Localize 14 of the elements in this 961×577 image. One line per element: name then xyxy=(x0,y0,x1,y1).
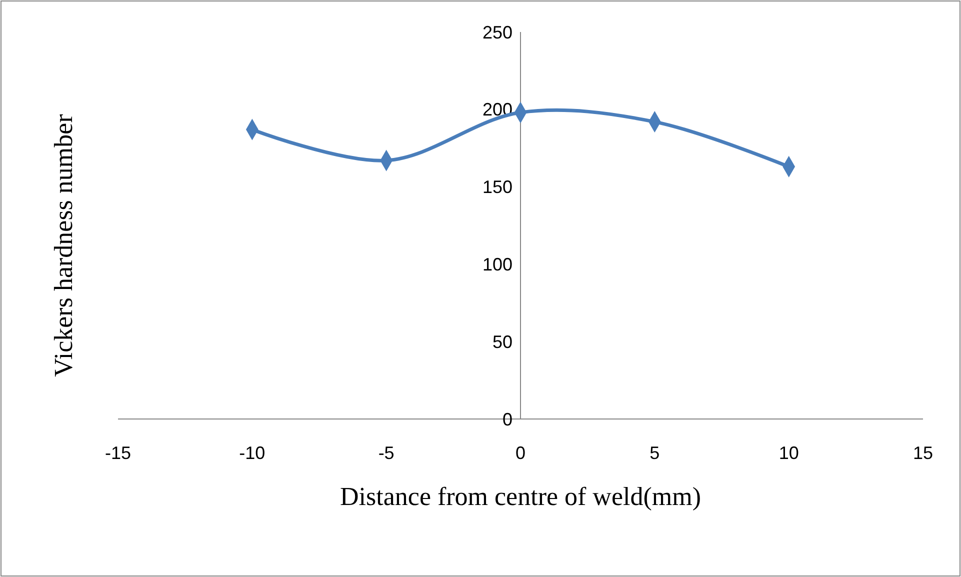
x-axis-title: Distance from centre of weld(mm) xyxy=(340,482,701,511)
x-tick-label: -15 xyxy=(104,443,132,463)
x-tick-label: 5 xyxy=(650,443,660,463)
x-tick-label: 15 xyxy=(912,443,934,463)
y-tick-label: 0 xyxy=(502,409,512,430)
x-tick-label: 0 xyxy=(515,443,526,463)
y-tick-label: 150 xyxy=(482,177,512,198)
y-tick-label: 50 xyxy=(492,332,512,352)
y-tick-label: 250 xyxy=(482,22,512,42)
y-axis-title: Vickers hardness number xyxy=(49,114,78,377)
y-tick-label: 100 xyxy=(482,254,512,274)
x-tick-label: 10 xyxy=(778,443,799,463)
x-tick-label: -5 xyxy=(378,443,394,463)
x-tick-label: -10 xyxy=(239,443,266,463)
